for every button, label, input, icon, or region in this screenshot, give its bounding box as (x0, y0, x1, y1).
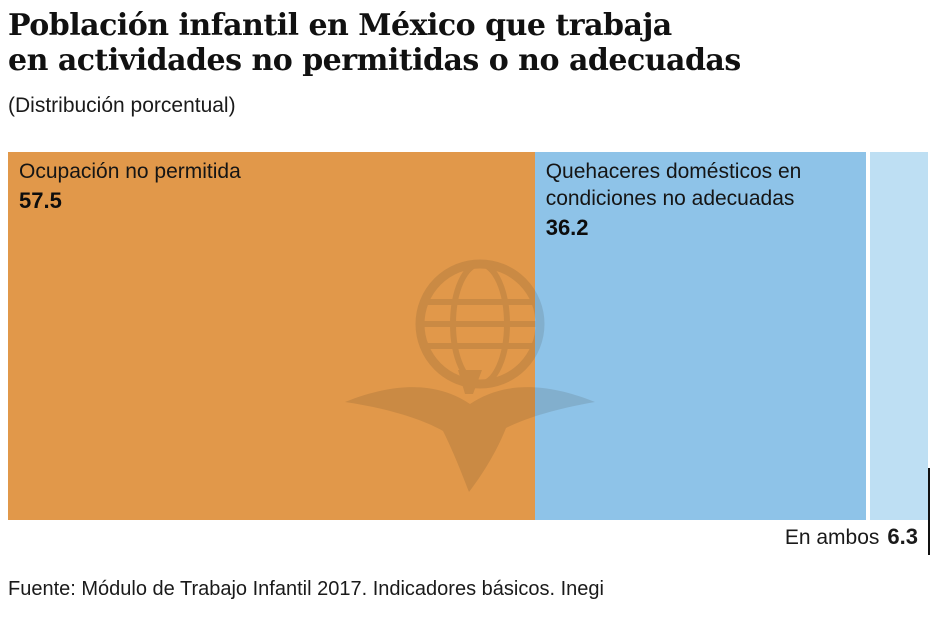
source-note: Fuente: Módulo de Trabajo Infantil 2017.… (8, 578, 604, 600)
en-ambos-value: 6.3 (887, 524, 918, 549)
axis-tick-line (928, 468, 930, 555)
en-ambos-callout: En ambos 6.3 (785, 524, 918, 550)
page-title-line1: Población infantil en México que trabaja (8, 8, 672, 43)
page-subtitle: (Distribución porcentual) (8, 94, 236, 117)
bar-segment-quehaceres-domesticos: Quehaceres domésticos en condiciones no … (534, 152, 867, 520)
segment-label: Ocupación no permitida (19, 160, 241, 183)
bar-segment-ocupacion-no-permitida: Ocupación no permitida 57.5 (8, 152, 535, 520)
segment-label-block: Ocupación no permitida 57.5 (8, 152, 535, 215)
segment-label-block: Quehaceres domésticos en condiciones no … (535, 152, 867, 242)
segment-label: Quehaceres domésticos en condiciones no … (545, 160, 802, 210)
segment-value: 57.5 (19, 187, 62, 213)
segment-value: 36.2 (545, 214, 589, 240)
en-ambos-label: En ambos (784, 526, 880, 549)
page-title-line2: en actividades no permitidas o no adecua… (8, 43, 741, 79)
page-title: Población infantil en México que trabaja… (8, 8, 741, 79)
stacked-bar-chart: Ocupación no permitida 57.5 Quehaceres d… (8, 152, 928, 520)
bar-segment-en-ambos (870, 152, 928, 520)
